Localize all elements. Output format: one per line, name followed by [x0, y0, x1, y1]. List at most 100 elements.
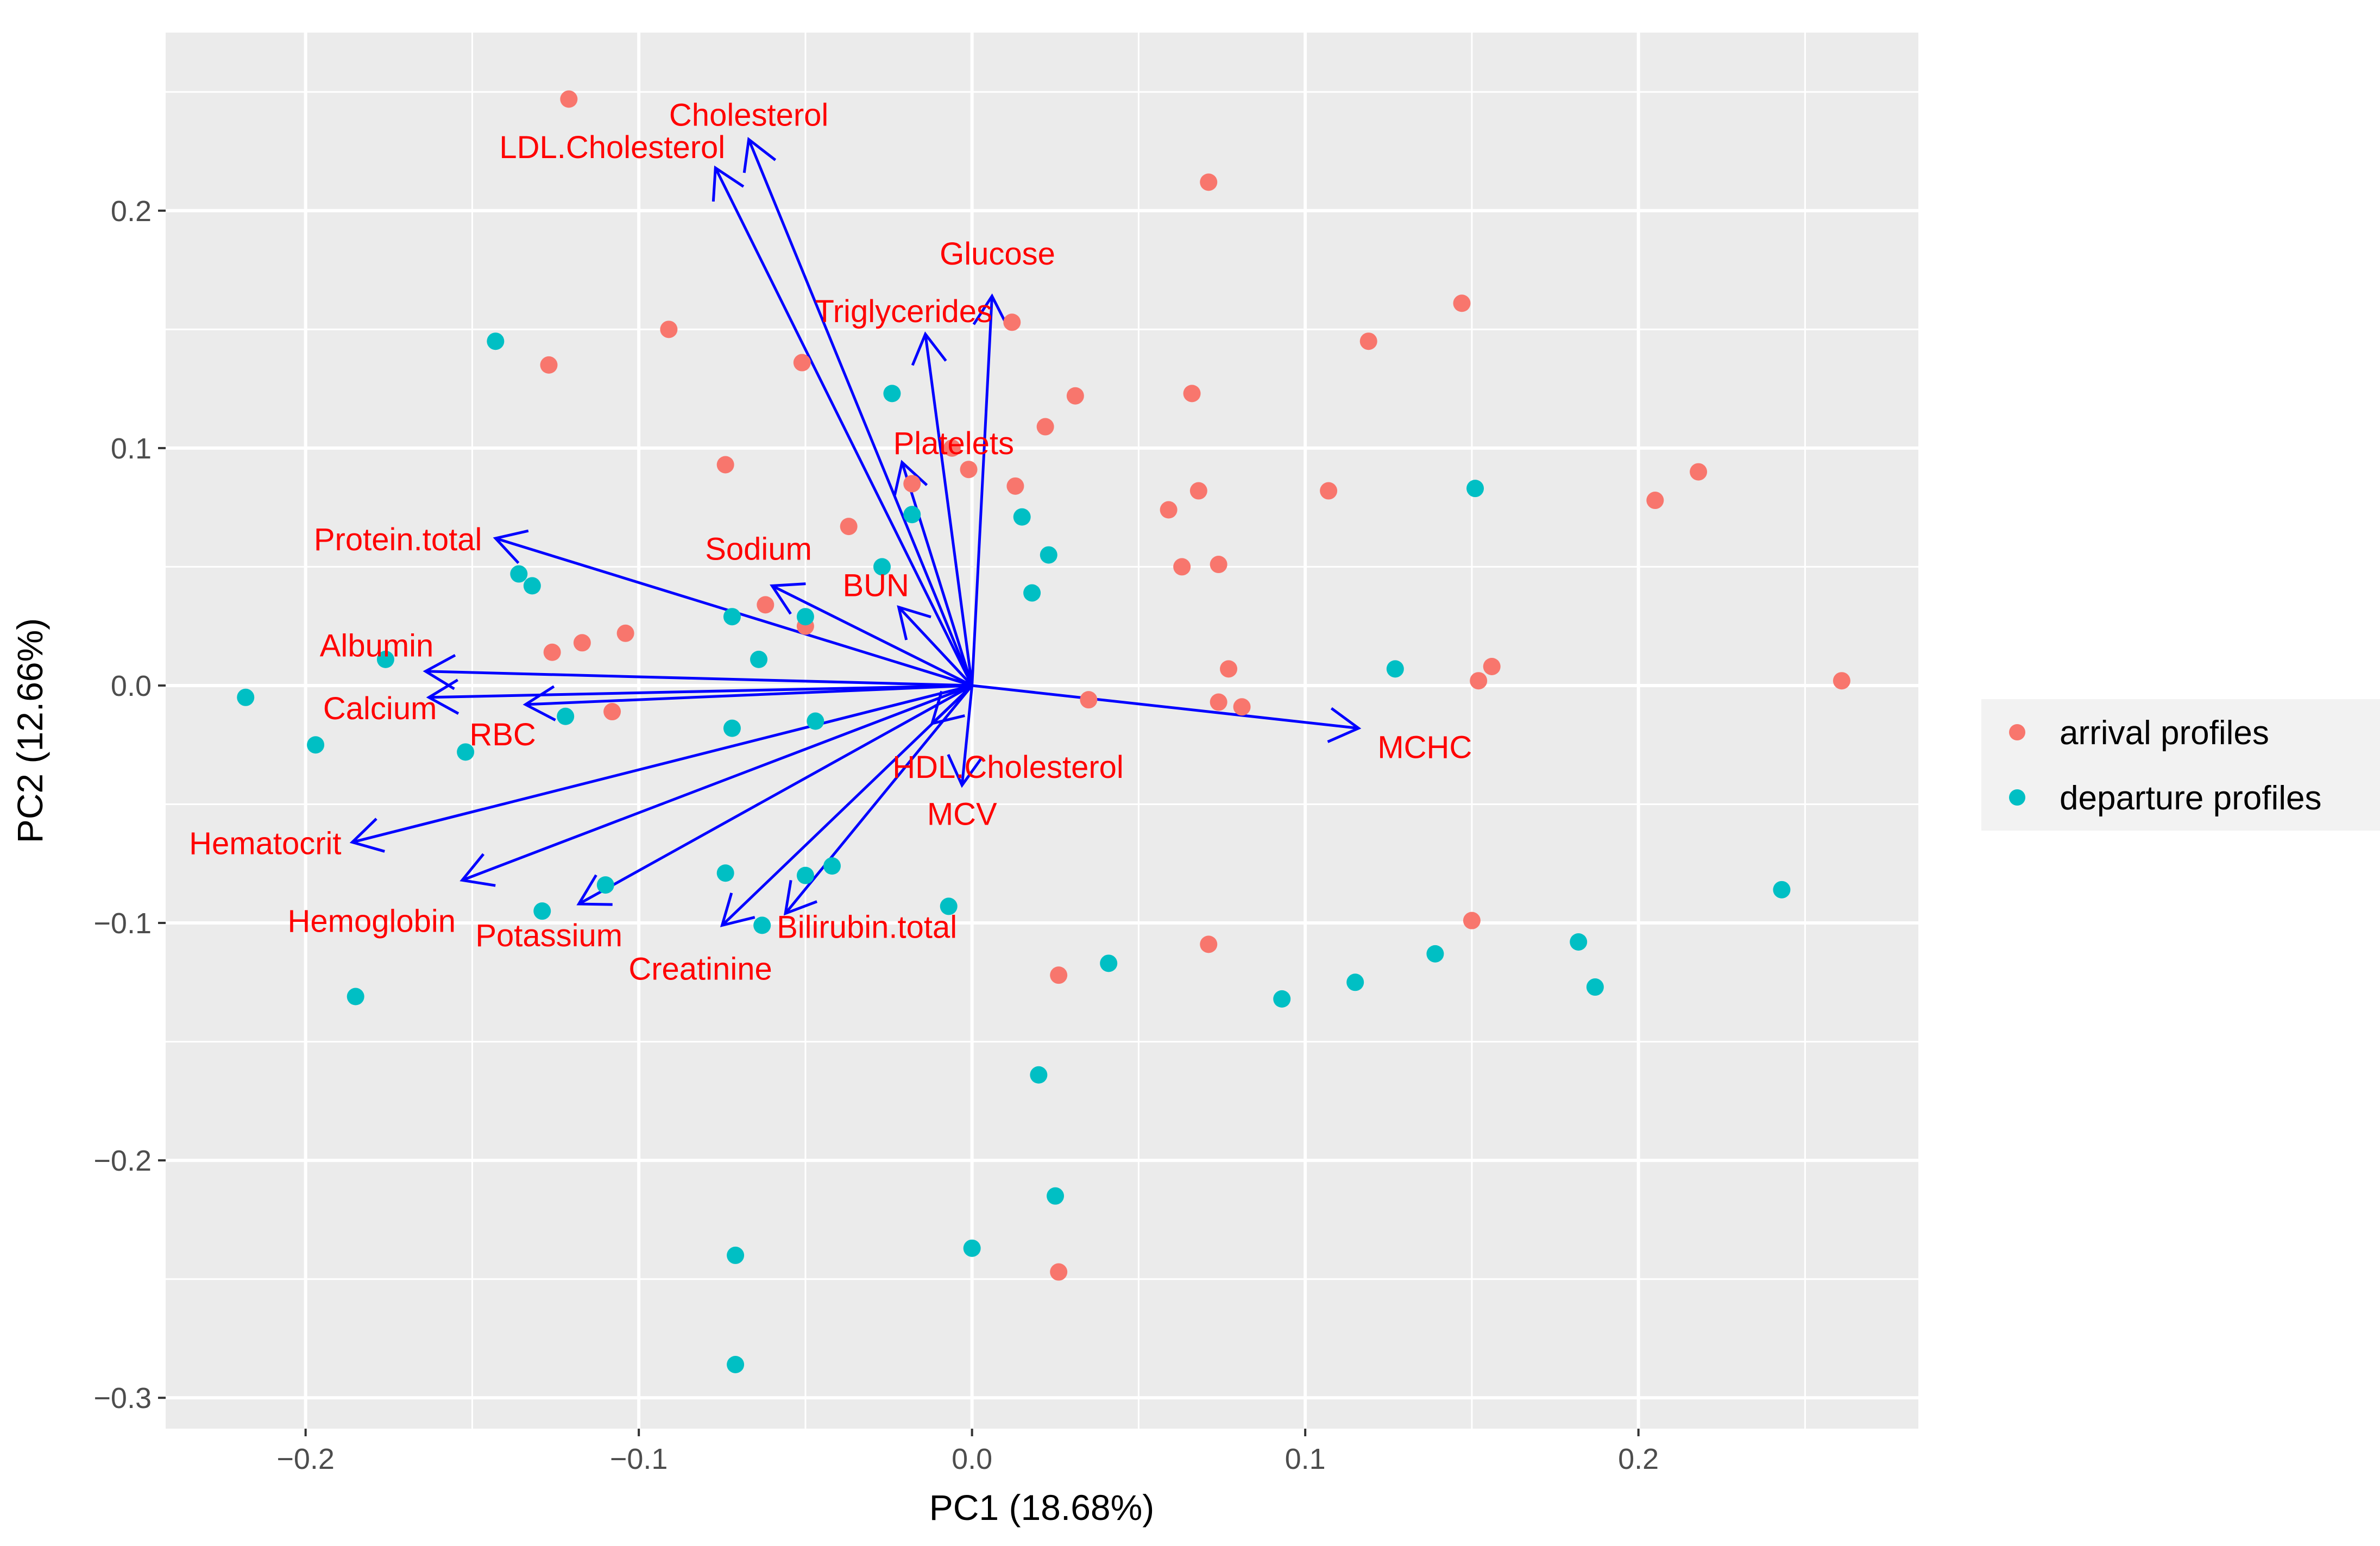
arrival-point — [1220, 660, 1238, 678]
loading-label-rbc: RBC — [469, 717, 536, 752]
departure-point — [723, 719, 741, 737]
x-tick-label: 0.1 — [1285, 1443, 1326, 1475]
departure-point — [533, 902, 551, 920]
x-tick-label: −0.2 — [276, 1443, 335, 1475]
loading-label-potassium: Potassium — [475, 918, 622, 953]
y-tick-label: 0.2 — [111, 195, 152, 228]
loading-label-hematocrit: Hematocrit — [189, 826, 341, 861]
loading-label-triglycerides: Triglycerides — [815, 294, 992, 329]
arrival-point — [960, 461, 978, 479]
arrowhead-potassium — [576, 874, 613, 906]
y-tick-label: 0.1 — [111, 432, 152, 465]
departure-point — [510, 565, 528, 583]
arrival-point — [1036, 418, 1054, 436]
loading-label-sodium: Sodium — [705, 531, 812, 567]
y-axis-title: PC2 (12.66%) — [10, 618, 50, 844]
legend-key-departure — [2009, 789, 2025, 806]
arrival-point — [1200, 935, 1218, 953]
arrival-point — [1359, 332, 1377, 350]
legend-key-arrival — [2009, 724, 2025, 740]
legend-background — [1981, 699, 2380, 831]
departure-point — [1047, 1187, 1065, 1205]
arrowhead-platelets — [893, 460, 928, 496]
arrival-point — [943, 439, 961, 457]
arrowhead-creatinine — [720, 893, 755, 927]
loading-arrow-cholesterol — [747, 139, 973, 686]
x-tick-label: 0.0 — [952, 1443, 992, 1475]
plot-panel — [166, 33, 1918, 1429]
departure-point — [1013, 508, 1031, 526]
loading-label-bun: BUN — [842, 568, 909, 604]
arrival-point — [1463, 912, 1481, 929]
arrowhead-sodium — [770, 582, 806, 615]
loading-label-cholesterol: Cholesterol — [669, 98, 828, 133]
grid-lines — [166, 33, 1918, 1429]
loading-arrow-hematocrit — [351, 684, 973, 844]
y-tick-label: −0.2 — [93, 1145, 152, 1177]
arrival-point — [543, 643, 561, 661]
arrival-point — [1003, 313, 1021, 331]
arrival-point — [1646, 492, 1664, 510]
loading-label-calcium: Calcium — [323, 691, 437, 726]
loading-label-mcv: MCV — [927, 797, 997, 832]
x-tick-label: −0.1 — [610, 1443, 668, 1475]
loading-label-protein-total: Protein.total — [314, 522, 482, 557]
arrival-point — [616, 624, 634, 642]
arrival-point — [1833, 672, 1850, 690]
departure-point — [807, 712, 824, 730]
departure-point — [1030, 1066, 1048, 1084]
departure-point — [1466, 480, 1484, 498]
departure-point — [963, 1239, 981, 1257]
arrival-point — [1050, 1263, 1068, 1281]
departure-point — [1100, 954, 1118, 972]
departure-point — [716, 864, 734, 882]
arrowhead-bun — [897, 605, 931, 640]
arrival-point — [716, 456, 734, 474]
loading-arrow-bilirubin-total — [784, 684, 973, 915]
loading-arrow-hemoglobin — [462, 684, 973, 882]
departure-point — [1346, 973, 1364, 991]
departure-point — [307, 736, 325, 754]
arrival-point — [1066, 387, 1084, 405]
loading-arrow-albumin — [425, 670, 972, 687]
loading-label-glucose: Glucose — [940, 236, 1055, 272]
arrival-point — [560, 90, 578, 108]
arrowhead-hemoglobin — [459, 853, 496, 887]
arrowhead-ldl-cholesterol — [712, 165, 745, 202]
x-axis: −0.2 −0.1 0.0 0.1 0.2 — [276, 1429, 1659, 1475]
departure-point — [823, 857, 841, 875]
y-tick-label: 0.0 — [111, 670, 152, 702]
x-axis-title: PC1 (18.68%) — [929, 1487, 1155, 1528]
departure-point — [727, 1355, 745, 1373]
arrival-point — [1690, 463, 1708, 481]
departure-point — [1426, 945, 1444, 963]
arrival-point — [1320, 482, 1338, 500]
loading-arrow-platelets — [901, 462, 974, 686]
arrival-point — [1080, 691, 1098, 709]
arrival-point — [603, 703, 621, 721]
departure-point — [557, 707, 575, 725]
loading-label-mchc: MCHC — [1377, 730, 1472, 765]
x-tick-label: 0.2 — [1618, 1443, 1659, 1475]
arrowhead-triglycerides — [911, 331, 947, 366]
loading-arrow-ldl-cholesterol — [714, 167, 973, 687]
arrival-point — [757, 596, 775, 614]
departure-point — [1386, 660, 1404, 678]
departure-point — [727, 1246, 745, 1264]
departure-point — [1040, 546, 1057, 564]
arrowhead-mchc — [1327, 707, 1362, 743]
loading-arrow-potassium — [578, 684, 973, 906]
loading-arrow-mchc — [972, 684, 1359, 730]
loading-label-hdl-cholesterol: HDL.Cholesterol — [892, 750, 1124, 785]
loading-arrow-triglycerides — [924, 334, 974, 686]
arrival-point — [1210, 693, 1227, 711]
y-tick-label: −0.1 — [93, 907, 152, 940]
loading-label-creatinine: Creatinine — [628, 951, 772, 986]
loading-arrow-mcv — [960, 685, 974, 785]
departure-point — [750, 650, 768, 668]
arrival-point — [540, 356, 558, 374]
loading-label-hemoglobin: Hemoglobin — [287, 903, 456, 939]
departure-point — [347, 988, 364, 1005]
